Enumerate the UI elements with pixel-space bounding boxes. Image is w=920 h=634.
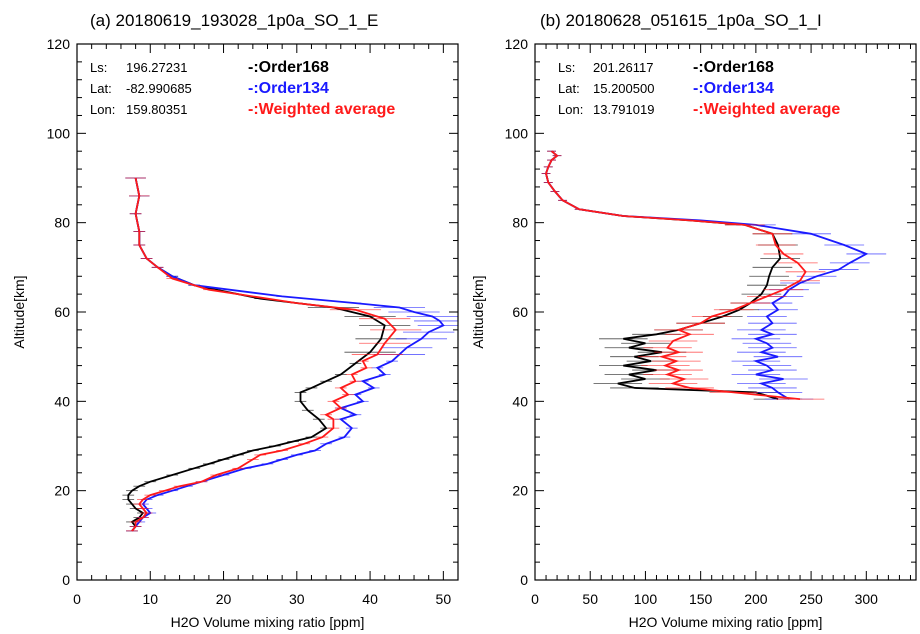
x-tick-label: 150 bbox=[689, 591, 713, 607]
y-tick-label: 0 bbox=[62, 572, 70, 588]
series-weighted-average bbox=[125, 177, 422, 532]
x-tick-label: 50 bbox=[436, 591, 452, 607]
y-tick-label: 60 bbox=[512, 304, 528, 320]
series-group bbox=[541, 150, 887, 400]
x-tick-label: 300 bbox=[855, 591, 879, 607]
legend-entry: -:Weighted average bbox=[248, 101, 395, 118]
x-axis-label: H2O Volume mixing ratio [ppm] bbox=[171, 614, 365, 630]
y-tick-label: 80 bbox=[512, 215, 528, 231]
y-tick-label: 100 bbox=[47, 125, 71, 141]
info-label: Lon: bbox=[558, 102, 583, 117]
x-tick-label: 200 bbox=[744, 591, 768, 607]
y-axis-label: Altitude[km] bbox=[11, 275, 27, 348]
info-label: Lat: bbox=[558, 81, 580, 96]
info-value: 13.791019 bbox=[593, 102, 654, 117]
y-tick-label: 100 bbox=[505, 125, 529, 141]
x-tick-label: 10 bbox=[142, 591, 158, 607]
legend-entry: -:Weighted average bbox=[693, 101, 840, 118]
info-value: -82.990685 bbox=[126, 81, 192, 96]
x-tick-label: 30 bbox=[289, 591, 305, 607]
x-tick-label: 40 bbox=[362, 591, 378, 607]
y-tick-label: 40 bbox=[54, 393, 70, 409]
y-tick-label: 120 bbox=[47, 36, 71, 52]
legend-entry: -:Order134 bbox=[248, 80, 329, 97]
series-line bbox=[545, 150, 782, 400]
x-tick-label: 20 bbox=[216, 591, 232, 607]
series-line bbox=[131, 177, 445, 532]
series-line bbox=[545, 150, 869, 400]
panel-title: (a) 20180619_193028_1p0a_SO_1_E bbox=[90, 11, 378, 30]
series-order134 bbox=[125, 177, 458, 532]
info-value: 201.26117 bbox=[593, 60, 654, 75]
y-tick-label: 80 bbox=[54, 215, 70, 231]
panel-a: (a) 20180619_193028_1p0a_SO_1_E 0 10 20 30 40… bbox=[11, 11, 459, 630]
x-tick-label: 0 bbox=[531, 591, 539, 607]
info-value: 15.200500 bbox=[593, 81, 654, 96]
series-order134 bbox=[541, 150, 887, 400]
legend-entry: -:Order134 bbox=[693, 80, 774, 97]
series-weighted-average bbox=[541, 150, 826, 400]
y-tick-label: 60 bbox=[54, 304, 70, 320]
y-tick-label: 40 bbox=[512, 393, 528, 409]
series-order168 bbox=[541, 150, 803, 400]
y-tick-label: 20 bbox=[54, 483, 70, 499]
y-tick-label: 20 bbox=[512, 483, 528, 499]
x-tick-label: 50 bbox=[582, 591, 598, 607]
series-group bbox=[122, 177, 458, 532]
legend-entry: -:Order168 bbox=[693, 59, 774, 76]
series-line bbox=[127, 177, 386, 532]
x-tick-label: 100 bbox=[634, 591, 658, 607]
info-label: Lat: bbox=[90, 81, 112, 96]
info-label: Lon: bbox=[90, 102, 115, 117]
legend-entry: -:Order168 bbox=[248, 59, 329, 76]
x-tick-label: 250 bbox=[799, 591, 823, 607]
y-tick-label: 120 bbox=[505, 36, 529, 52]
series-line bbox=[545, 150, 807, 400]
x-axis-label: H2O Volume mixing ratio [ppm] bbox=[629, 614, 823, 630]
panel-title: (b) 20180628_051615_1p0a_SO_1_I bbox=[540, 11, 822, 30]
y-axis-label: Altitude[km] bbox=[470, 275, 486, 348]
x-tick-label: 0 bbox=[73, 591, 81, 607]
y-tick-label: 0 bbox=[520, 572, 528, 588]
info-label: Ls: bbox=[90, 60, 107, 75]
info-label: Ls: bbox=[558, 60, 575, 75]
info-value: 196.27231 bbox=[126, 60, 187, 75]
panel-b: (b) 20180628_051615_1p0a_SO_1_I 0 50 100 150… bbox=[470, 11, 917, 630]
info-value: 159.80351 bbox=[126, 102, 187, 117]
series-line bbox=[131, 177, 397, 532]
